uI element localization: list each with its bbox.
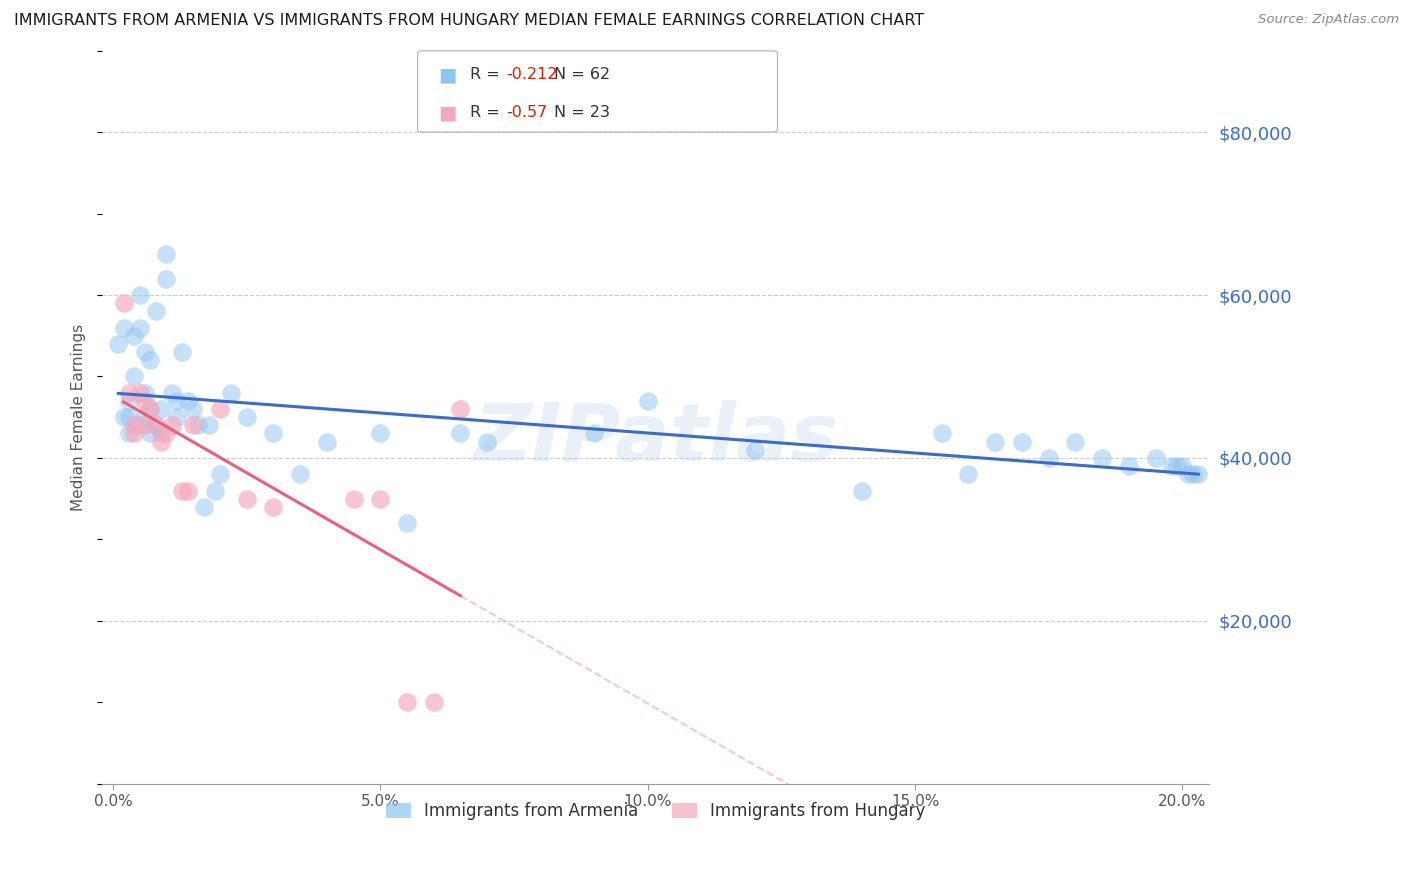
- Point: [342, 491, 364, 506]
- Point: [134, 410, 156, 425]
- Point: [139, 426, 162, 441]
- Point: [1091, 450, 1114, 465]
- Point: [368, 426, 391, 441]
- Point: [181, 402, 204, 417]
- Point: [193, 500, 215, 514]
- Point: [134, 393, 156, 408]
- Text: N = 23: N = 23: [554, 105, 610, 120]
- Point: [262, 426, 284, 441]
- Point: [150, 434, 173, 449]
- Point: [172, 345, 194, 359]
- Point: [262, 500, 284, 514]
- Point: [139, 402, 162, 417]
- Point: [957, 467, 980, 482]
- Point: [422, 695, 444, 709]
- Point: [134, 345, 156, 359]
- Point: [1182, 467, 1205, 482]
- Text: -0.212: -0.212: [506, 67, 558, 82]
- Point: [128, 288, 150, 302]
- Point: [198, 418, 221, 433]
- Point: [112, 410, 135, 425]
- Point: [124, 418, 146, 433]
- Point: [1118, 459, 1140, 474]
- Point: [134, 385, 156, 400]
- Point: [1064, 434, 1087, 449]
- Point: [145, 304, 167, 318]
- Point: [1187, 467, 1209, 482]
- Point: [368, 491, 391, 506]
- Point: [128, 385, 150, 400]
- Point: [204, 483, 226, 498]
- Point: [160, 418, 183, 433]
- Point: [931, 426, 953, 441]
- Point: [118, 410, 141, 425]
- Legend: Immigrants from Armenia, Immigrants from Hungary: Immigrants from Armenia, Immigrants from…: [380, 796, 932, 827]
- Point: [177, 393, 200, 408]
- Text: Source: ZipAtlas.com: Source: ZipAtlas.com: [1258, 13, 1399, 27]
- Point: [315, 434, 337, 449]
- Text: IMMIGRANTS FROM ARMENIA VS IMMIGRANTS FROM HUNGARY MEDIAN FEMALE EARNINGS CORREL: IMMIGRANTS FROM ARMENIA VS IMMIGRANTS FR…: [14, 13, 924, 29]
- Point: [450, 402, 472, 417]
- Point: [112, 296, 135, 310]
- Point: [166, 410, 188, 425]
- Point: [235, 491, 257, 506]
- Point: [1166, 459, 1188, 474]
- Point: [128, 320, 150, 334]
- Text: ■: ■: [439, 103, 457, 122]
- Point: [118, 385, 141, 400]
- Point: [851, 483, 873, 498]
- Point: [187, 418, 209, 433]
- Point: [1144, 450, 1167, 465]
- Point: [450, 426, 472, 441]
- Point: [1011, 434, 1033, 449]
- Text: N = 62: N = 62: [554, 67, 610, 82]
- Point: [118, 393, 141, 408]
- Point: [145, 418, 167, 433]
- Point: [984, 434, 1007, 449]
- Point: [395, 695, 418, 709]
- Text: ZIPatlas: ZIPatlas: [474, 401, 838, 478]
- Point: [637, 393, 659, 408]
- Point: [107, 337, 129, 351]
- Point: [1038, 450, 1060, 465]
- Point: [219, 385, 242, 400]
- Point: [288, 467, 311, 482]
- Point: [1177, 467, 1199, 482]
- Point: [208, 467, 231, 482]
- Point: [1160, 459, 1182, 474]
- Point: [124, 328, 146, 343]
- Point: [208, 402, 231, 417]
- Point: [155, 271, 177, 285]
- Point: [177, 483, 200, 498]
- Point: [145, 418, 167, 433]
- Point: [235, 410, 257, 425]
- Point: [150, 402, 173, 417]
- Point: [477, 434, 499, 449]
- Point: [172, 483, 194, 498]
- Text: -0.57: -0.57: [506, 105, 547, 120]
- Point: [134, 418, 156, 433]
- Point: [139, 353, 162, 368]
- Point: [155, 426, 177, 441]
- Text: R =: R =: [470, 67, 505, 82]
- Y-axis label: Median Female Earnings: Median Female Earnings: [72, 324, 86, 511]
- Point: [166, 393, 188, 408]
- Point: [1171, 459, 1194, 474]
- Point: [160, 385, 183, 400]
- Point: [155, 247, 177, 261]
- Point: [744, 442, 766, 457]
- Point: [139, 402, 162, 417]
- Point: [181, 418, 204, 433]
- Point: [583, 426, 606, 441]
- Point: [124, 369, 146, 384]
- Text: R =: R =: [470, 105, 505, 120]
- Point: [150, 426, 173, 441]
- Text: ■: ■: [439, 65, 457, 84]
- Point: [128, 418, 150, 433]
- Point: [124, 426, 146, 441]
- Point: [112, 320, 135, 334]
- Point: [395, 516, 418, 530]
- Point: [118, 426, 141, 441]
